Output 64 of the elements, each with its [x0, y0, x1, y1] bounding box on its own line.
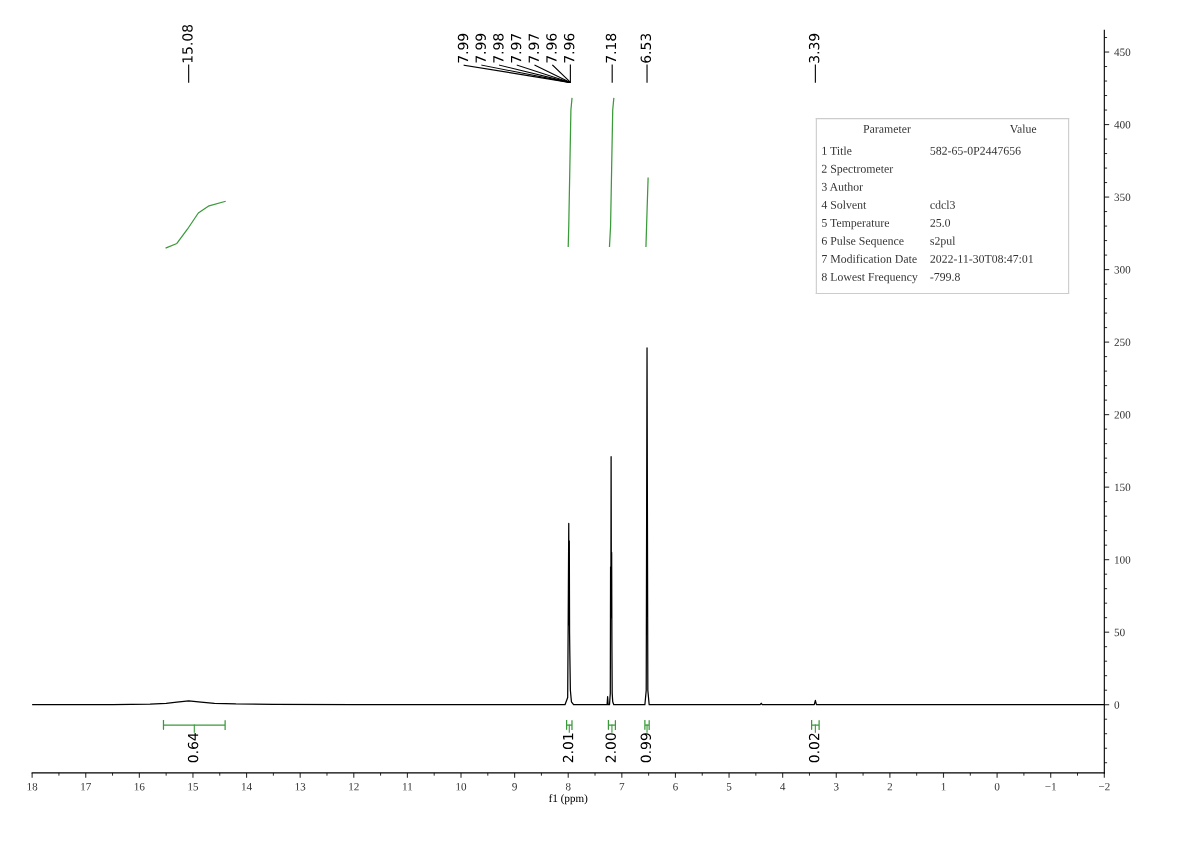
annotation: 7.96: [563, 33, 575, 63]
annotation: 7.97: [510, 33, 522, 63]
x-tick-label: 0: [994, 782, 1000, 791]
text: 582-65-0P2447656: [930, 146, 1021, 155]
x-axis-title: f1 (ppm): [548, 794, 588, 805]
x-tick-label: 13: [295, 782, 306, 791]
annotation: 7.97: [528, 33, 540, 63]
annotation: 3.39: [808, 33, 820, 63]
x-tick-label: 1: [941, 782, 946, 791]
x-tick-label: 9: [512, 782, 517, 791]
annotation: Parameter: [863, 125, 911, 133]
annotation: 0.99: [640, 733, 652, 763]
x-tick-label: 14: [241, 782, 252, 791]
annotation: 2.01: [562, 733, 574, 763]
x-tick-label: 5: [726, 783, 732, 791]
category-label: 6 Pulse Sequence: [821, 236, 904, 248]
y-tick-label: 100: [1115, 556, 1131, 564]
annotation: Value: [1009, 124, 1037, 133]
category-label: 5 Temperature: [822, 219, 890, 230]
x-tick-label: 16: [134, 782, 145, 791]
x-tick-label: 11: [403, 782, 413, 791]
x-tick-label: 4: [780, 783, 786, 791]
y-tick-label: 150: [1115, 483, 1131, 492]
y-tick-label: 300: [1114, 266, 1131, 274]
annotation: 7.98: [493, 33, 504, 63]
y-tick-label: 0: [1114, 701, 1120, 709]
y-tick-label: 400: [1114, 121, 1131, 129]
x-tick-label: 12: [349, 782, 359, 791]
y-tick-label: 350: [1114, 193, 1131, 202]
y-tick-label: 50: [1114, 628, 1125, 637]
x-tick-label: −1: [1045, 782, 1056, 791]
annotation: 7.18: [605, 33, 617, 63]
category-label: 3 Author: [821, 182, 863, 191]
annotation: 7.99: [457, 33, 469, 63]
annotation: 0.64: [187, 733, 199, 763]
annotation: 2.00: [605, 733, 616, 763]
y-tick-label: 200: [1114, 411, 1131, 419]
annotation: 15.08: [182, 24, 193, 63]
x-tick-label: 8: [565, 782, 571, 791]
category-label: 2 Spectrometer: [821, 164, 894, 176]
y-tick-label: 250: [1114, 338, 1131, 347]
category-label: 4 Solvent: [821, 200, 867, 209]
text: -799.8: [930, 272, 960, 281]
category-label: 8 Lowest Frequency: [821, 272, 918, 284]
x-tick-label: 15: [188, 782, 199, 791]
annotation: 7.96: [546, 33, 557, 63]
category-label: 7 Modification Date: [822, 254, 917, 263]
text: cdcl3: [930, 200, 955, 209]
annotation: 6.53: [640, 33, 652, 63]
x-tick-label: 6: [673, 782, 678, 791]
x-tick-label: 17: [81, 782, 91, 791]
annotation: 0.02: [808, 733, 820, 763]
x-tick-label: 18: [27, 782, 38, 791]
category-label: 1 Title: [822, 146, 852, 155]
text: 2022-11-30T08:47:01: [930, 254, 1033, 263]
x-tick-label: 2: [887, 782, 893, 791]
x-tick-label: 10: [456, 782, 467, 791]
x-tick-label: −2: [1098, 782, 1110, 791]
x-tick-label: 3: [834, 782, 839, 791]
annotation: 7.99: [475, 33, 486, 63]
x-tick-label: 7: [619, 783, 625, 791]
y-tick-label: 450: [1114, 48, 1131, 56]
text: s2pul: [930, 236, 956, 248]
text: 25.0: [930, 218, 951, 227]
